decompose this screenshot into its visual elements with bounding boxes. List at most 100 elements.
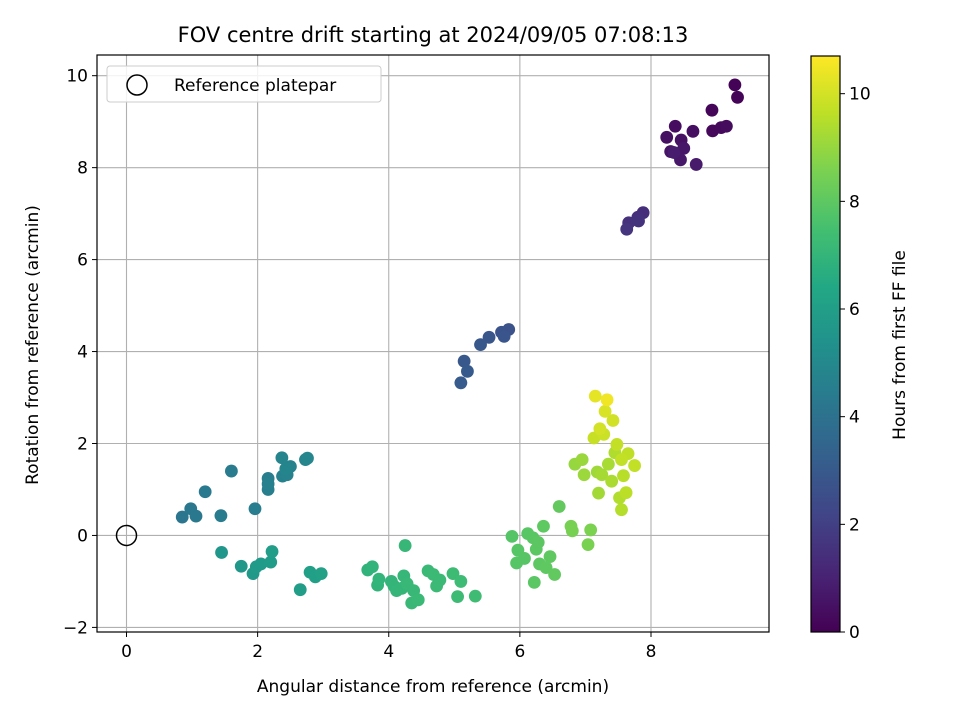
scatter-point <box>497 329 511 343</box>
scatter-point <box>301 451 314 465</box>
scatter-point <box>198 485 212 499</box>
x-tick-label: 2 <box>252 642 263 662</box>
scatter-point <box>584 523 598 537</box>
colorbar-gradient <box>810 55 841 633</box>
scatter-point <box>474 338 487 352</box>
scatter-point <box>189 509 203 523</box>
scatter-point <box>279 462 293 476</box>
scatter-point <box>261 477 275 491</box>
scatter-point <box>552 500 566 513</box>
axes-frame <box>96 54 770 633</box>
y-axis-ticks: −2 0 2 4 6 8 10 <box>63 67 97 638</box>
scatter-point <box>365 560 379 574</box>
scatter-point <box>595 468 609 482</box>
scatter-point <box>689 158 703 171</box>
colorbar-tick-label: 0 <box>849 623 860 643</box>
scatter-point <box>505 529 519 543</box>
scatter-point <box>527 575 541 589</box>
scatter-point <box>457 354 471 368</box>
scatter-point <box>446 567 460 581</box>
scatter-point <box>454 575 468 588</box>
scatter-point <box>531 535 545 549</box>
scatter-point <box>598 404 612 418</box>
colorbar-tick-label: 6 <box>849 300 860 320</box>
scatter-point <box>719 119 733 133</box>
y-tick-label: 0 <box>77 526 88 546</box>
y-tick-label: −2 <box>63 618 88 638</box>
scatter-point <box>275 451 289 465</box>
scatter-point <box>660 130 674 144</box>
colorbar-tick-label: 8 <box>849 192 860 212</box>
scatter-point <box>539 561 553 575</box>
colorbar-tick-label: 4 <box>849 408 860 428</box>
scatter-point <box>565 524 579 538</box>
scatter-point <box>234 559 248 573</box>
y-tick-label: 6 <box>77 251 88 271</box>
scatter-point <box>454 376 468 390</box>
scatter-point <box>265 545 279 558</box>
scatter-point <box>214 509 228 523</box>
y-axis-label: Rotation from reference (arcmin) <box>23 205 43 485</box>
scatter-point <box>628 459 641 472</box>
scatter-point <box>668 119 682 133</box>
scatter-point <box>215 546 228 559</box>
colorbar-ticks: 0 2 4 6 8 10 <box>840 85 871 643</box>
scatter-points <box>175 78 744 610</box>
legend: Reference platepar <box>106 65 382 103</box>
scatter-point <box>593 422 607 436</box>
x-axis-label: Angular distance from reference (arcmin) <box>257 677 609 697</box>
scatter-point <box>433 573 447 587</box>
legend-box <box>106 65 382 103</box>
scatter-point <box>620 222 634 236</box>
scatter-point <box>600 393 614 407</box>
scatter-point <box>482 330 496 344</box>
scatter-point <box>548 568 562 581</box>
scatter-point <box>615 503 628 517</box>
scatter-point <box>314 567 328 581</box>
scatter-point <box>264 555 278 569</box>
scatter-point <box>605 474 619 488</box>
scatter-point <box>592 486 605 500</box>
y-tick-label: 4 <box>77 343 88 363</box>
x-tick-label: 8 <box>646 642 657 662</box>
y-tick-label: 10 <box>66 67 88 87</box>
scatter-point <box>254 557 268 571</box>
y-tick-label: 8 <box>77 159 88 179</box>
colorbar-label: Hours from first FF file <box>890 250 910 440</box>
colorbar: 0 2 4 6 8 10 Hours from first FF file <box>810 55 910 643</box>
scatter-point <box>372 572 386 586</box>
scatter-point <box>468 589 482 603</box>
scatter-point <box>293 583 307 597</box>
scatter-point <box>587 431 601 445</box>
scatter-point <box>581 538 595 552</box>
x-tick-label: 4 <box>383 642 394 662</box>
scatter-point <box>175 510 189 524</box>
scatter-point <box>248 502 262 516</box>
scatter-point <box>601 457 615 471</box>
scatter-point <box>667 146 681 159</box>
colorbar-tick-label: 10 <box>849 85 871 105</box>
scatter-point <box>731 90 744 104</box>
scatter-point <box>610 438 624 451</box>
scatter-point <box>619 486 633 500</box>
scatter-point <box>398 539 412 552</box>
legend-reference-marker <box>126 74 148 96</box>
reference-platepar-marker <box>115 524 138 547</box>
scatter-point <box>537 519 550 533</box>
scatter-point <box>677 141 691 155</box>
scatter-point <box>577 468 591 482</box>
scatter-point <box>615 453 628 466</box>
scatter-point <box>411 593 425 607</box>
x-tick-label: 6 <box>514 642 525 662</box>
legend-entry: Reference platepar <box>174 76 336 96</box>
scatter-point <box>617 469 630 483</box>
scatter-point <box>543 550 557 563</box>
scatter-point <box>225 464 238 478</box>
x-tick-label: 0 <box>121 642 132 662</box>
chart-title: FOV centre drift starting at 2024/09/05 … <box>178 23 689 47</box>
scatter-point <box>451 590 464 603</box>
scatter-point <box>686 124 700 138</box>
scatter-point <box>575 453 589 466</box>
